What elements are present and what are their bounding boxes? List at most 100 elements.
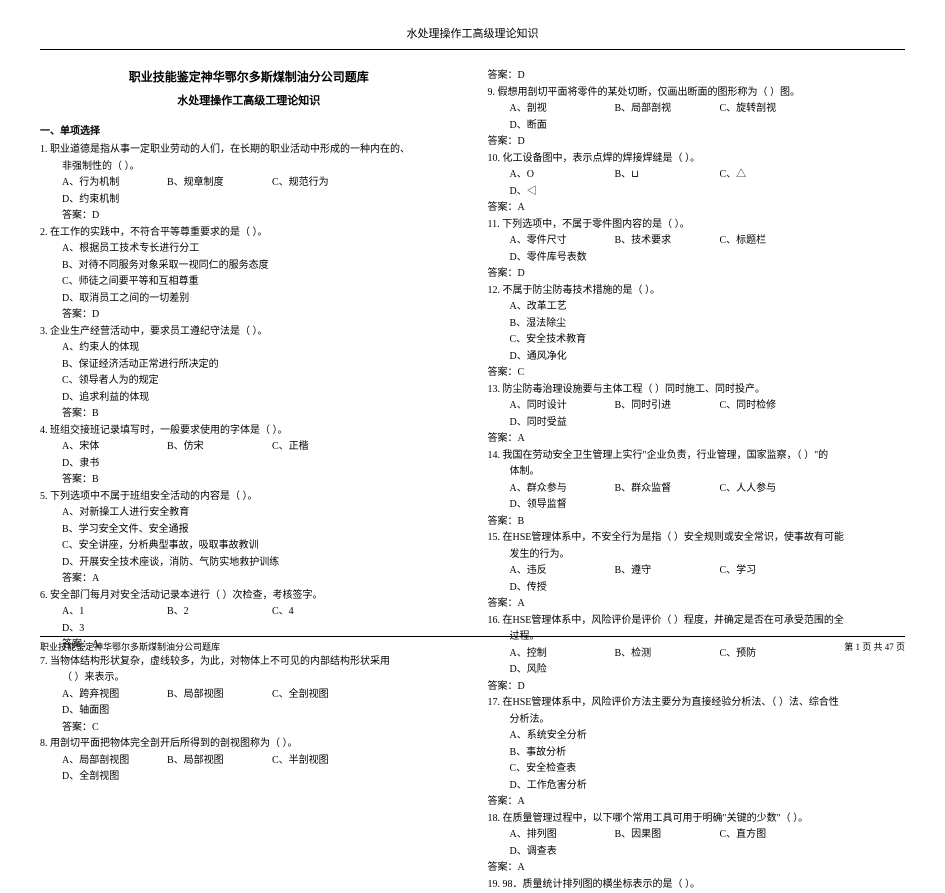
q6-opt-a: A、1 — [62, 604, 167, 621]
q2-options: A、根据员工技术专长进行分工 B、对待不同服务对象采取一视同仁的服务态度 C、师… — [40, 241, 458, 307]
q2-opt-c: C、师徒之间要平等和互相尊重 — [40, 274, 458, 291]
q2-opt-d: D、取消员工之间的一切差别 — [40, 291, 458, 308]
q8-opt-c: C、半剖视图 — [272, 753, 377, 770]
q5-opt-a: A、对新操工人进行安全教育 — [40, 505, 458, 522]
q18-options: A、排列图 B、因果图 C、直方图 D、调查表 — [488, 827, 906, 860]
q10-stem: 10. 化工设备图中，表示点焊的焊接焊缝是（ ）。 — [488, 151, 906, 168]
q3-opt-d: D、追求利益的体现 — [62, 390, 272, 407]
q6-opt-b: B、2 — [167, 604, 272, 621]
q1-answer: 答案：D — [40, 208, 458, 225]
q14-opt-a: A、群众参与 — [510, 481, 615, 498]
q6-options: A、1 B、2 C、4 D、3 — [40, 604, 458, 637]
exam-page: 水处理操作工高级理论知识 职业技能鉴定神华鄂尔多斯煤制油分公司题库 水处理操作工… — [0, 0, 945, 668]
q7-opt-c: C、全剖视图 — [272, 687, 377, 704]
q15-stem2: 发生的行为。 — [488, 547, 906, 564]
q17-stem: 17. 在HSE管理体系中，风险评价方法主要分为直接经验分析法、（ ）法、综合性 — [488, 695, 906, 712]
q11-opt-a: A、零件尺寸 — [510, 233, 615, 250]
q4-stem: 4. 班组交接班记录填写时，一般要求使用的字体是（ ）。 — [40, 423, 458, 440]
q12-answer: 答案：C — [488, 365, 906, 382]
q11-opt-d: D、零件库号表数 — [510, 250, 615, 267]
q6-opt-c: C、4 — [272, 604, 377, 621]
q8-options: A、局部剖视图 B、局部视图 C、半剖视图 D、全剖视图 — [40, 753, 458, 786]
q15-opt-a: A、违反 — [510, 563, 615, 580]
q11-opt-c: C、标题栏 — [720, 233, 825, 250]
section-heading: 一、单项选择 — [40, 124, 458, 141]
q9-opt-a: A、剖视 — [510, 101, 615, 118]
q16-answer: 答案：D — [488, 679, 906, 696]
q14-opt-b: B、群众监督 — [615, 481, 720, 498]
q4-opt-a: A、宋体 — [62, 439, 167, 456]
q13-opt-d: D、同时受益 — [510, 415, 615, 432]
main-title: 职业技能鉴定神华鄂尔多斯煤制油分公司题库 — [40, 68, 458, 88]
q12-opt-c: C、安全技术教育 — [510, 332, 720, 349]
q17-stem2: 分析法。 — [488, 712, 906, 729]
q3-opt-c: C、领导者人为的规定 — [62, 373, 272, 390]
q8-opt-d: D、全剖视图 — [62, 769, 167, 786]
q14-opt-d: D、领导监督 — [510, 497, 615, 514]
q10-options: A、O B、⊔ C、△ D、◁ — [488, 167, 906, 200]
q5-stem: 5. 下列选项中不属于班组安全活动的内容是（ ）。 — [40, 489, 458, 506]
q13-stem: 13. 防尘防毒治理设施要与主体工程（ ）同时施工、同时投产。 — [488, 382, 906, 399]
q7-answer: 答案：C — [40, 720, 458, 737]
q15-options: A、违反 B、遵守 C、学习 D、传授 — [488, 563, 906, 596]
q18-opt-b: B、因果图 — [615, 827, 720, 844]
q1-opt-a: A、行为机制 — [62, 175, 167, 192]
q8-answer: 答案：D — [488, 68, 906, 85]
q7-opt-b: B、局部视图 — [167, 687, 272, 704]
q10-opt-a: A、O — [510, 167, 615, 184]
q18-answer: 答案：A — [488, 860, 906, 877]
q12-opt-b: B、湿法除尘 — [510, 316, 720, 333]
q9-options: A、剖视 B、局部剖视 C、旋转剖视 D、断面 — [488, 101, 906, 134]
q1-options: A、行为机制 B、规章制度 C、规范行为 D、约束机制 — [40, 175, 458, 208]
q18-opt-d: D、调查表 — [510, 844, 615, 861]
q5-options: A、对新操工人进行安全教育 B、学习安全文件、安全通报 C、安全讲座，分析典型事… — [40, 505, 458, 571]
q7-opt-a: A、跨弃视图 — [62, 687, 167, 704]
q3-opt-a: A、约束人的体现 — [62, 340, 272, 357]
q16-opt-d: D、风险 — [510, 662, 615, 679]
q9-opt-d: D、断面 — [510, 118, 615, 135]
q6-opt-d: D、3 — [62, 621, 167, 638]
footer-right: 第 1 页 共 47 页 — [844, 640, 905, 653]
q15-opt-b: B、遵守 — [615, 563, 720, 580]
left-column: 职业技能鉴定神华鄂尔多斯煤制油分公司题库 水处理操作工高级工理论知识 一、单项选… — [40, 68, 458, 623]
q16-stem: 16. 在HSE管理体系中，风险评价是评价（ ）程度，并确定是否在可承受范围的全 — [488, 613, 906, 630]
q11-opt-b: B、技术要求 — [615, 233, 720, 250]
sub-title: 水处理操作工高级工理论知识 — [40, 92, 458, 110]
q15-opt-d: D、传授 — [510, 580, 615, 597]
q14-stem2: 体制。 — [488, 464, 906, 481]
q17-options: A、系统安全分析 B、事故分析 C、安全检查表 D、工作危害分析 — [488, 728, 906, 794]
q1-opt-d: D、约束机制 — [62, 192, 167, 209]
q9-answer: 答案：D — [488, 134, 906, 151]
q14-opt-c: C、人人参与 — [720, 481, 825, 498]
q17-opt-c: C、安全检查表 — [510, 761, 720, 778]
q9-opt-b: B、局部剖视 — [615, 101, 720, 118]
q1-opt-c: C、规范行为 — [272, 175, 377, 192]
q13-opt-b: B、同时引进 — [615, 398, 720, 415]
q8-stem: 8. 用剖切平面把物体完全剖开后所得到的剖视图称为（ ）。 — [40, 736, 458, 753]
q3-opt-b: B、保证经济活动正常进行所决定的 — [62, 357, 272, 374]
q7-stem2: （ ）来表示。 — [40, 670, 458, 687]
q4-opt-d: D、隶书 — [62, 456, 167, 473]
q7-options: A、跨弃视图 B、局部视图 C、全剖视图 D、轴面图 — [40, 687, 458, 720]
q7-opt-d: D、轴面图 — [62, 703, 167, 720]
q13-answer: 答案：A — [488, 431, 906, 448]
q5-answer: 答案：A — [40, 571, 458, 588]
q5-opt-b: B、学习安全文件、安全通报 — [40, 522, 458, 539]
footer-left: 职业技能鉴定神华鄂尔多斯煤制油分公司题库 — [40, 640, 220, 653]
q15-answer: 答案：A — [488, 596, 906, 613]
q12-opt-a: A、改革工艺 — [510, 299, 720, 316]
q1-opt-b: B、规章制度 — [167, 175, 272, 192]
q2-answer: 答案：D — [40, 307, 458, 324]
q14-options: A、群众参与 B、群众监督 C、人人参与 D、领导监督 — [488, 481, 906, 514]
q1-stem2: 非强制性的（ ）。 — [40, 159, 458, 176]
two-column-body: 职业技能鉴定神华鄂尔多斯煤制油分公司题库 水处理操作工高级工理论知识 一、单项选… — [40, 68, 905, 623]
q17-opt-d: D、工作危害分析 — [510, 778, 720, 795]
q8-opt-a: A、局部剖视图 — [62, 753, 167, 770]
footer-rule — [40, 636, 905, 637]
q3-options: A、约束人的体现 B、保证经济活动正常进行所决定的 C、领导者人为的规定 D、追… — [40, 340, 458, 406]
q13-opt-c: C、同时检修 — [720, 398, 825, 415]
q9-stem: 9. 假想用剖切平面将零件的某处切断，仅画出断面的图形称为（ ）图。 — [488, 85, 906, 102]
q9-opt-c: C、旋转剖视 — [720, 101, 825, 118]
q10-opt-c: C、△ — [720, 167, 825, 184]
q13-opt-a: A、同时设计 — [510, 398, 615, 415]
